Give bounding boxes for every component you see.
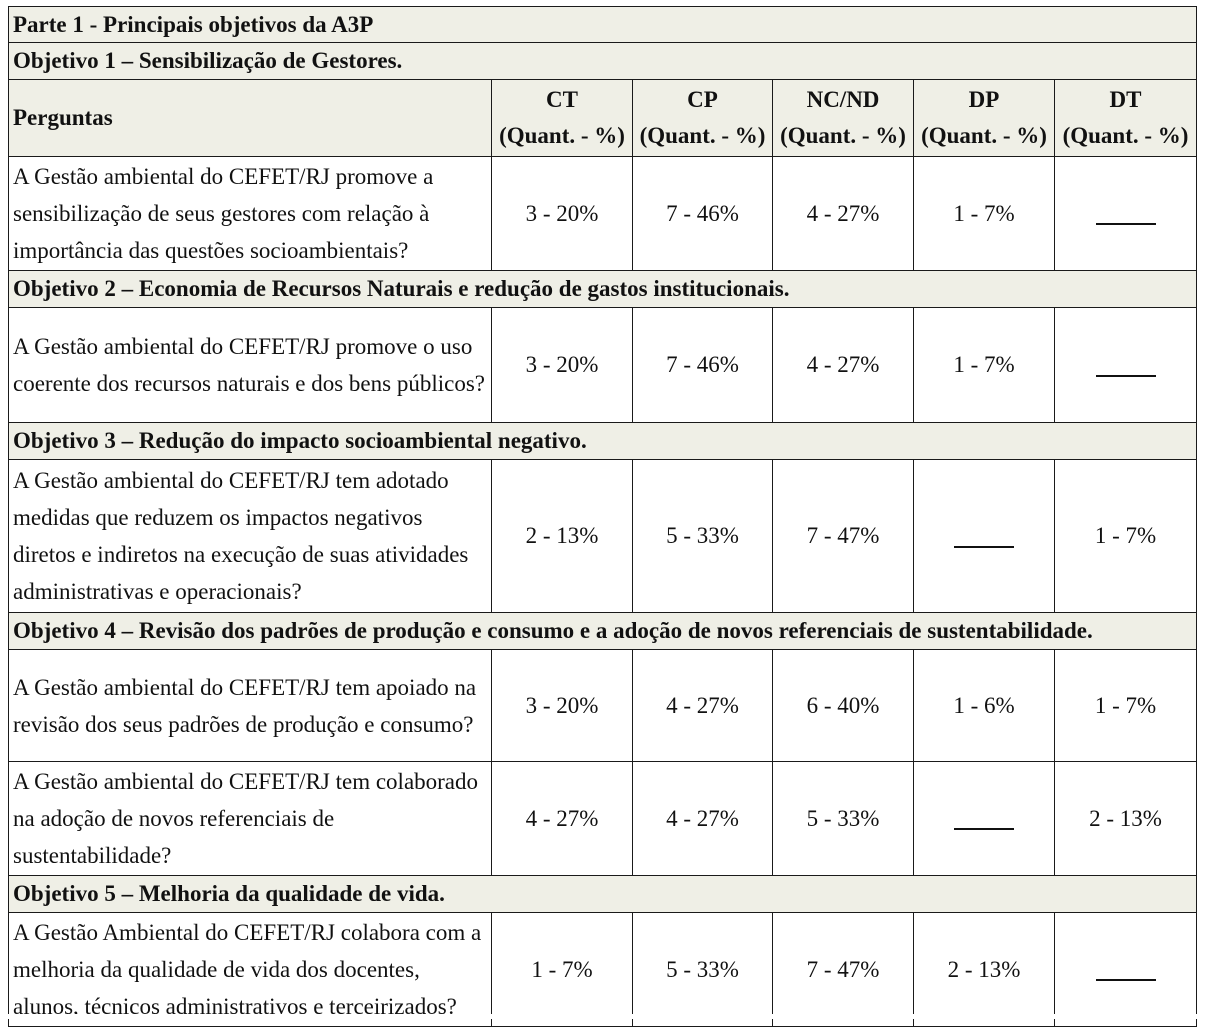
answer-cp: 4 - 27% — [632, 649, 773, 762]
answer-ncnd: 5 - 33% — [772, 761, 914, 876]
column-code-cp: CP — [687, 87, 718, 112]
column-header-dp: DP (Quant. - %) — [913, 79, 1055, 157]
column-header-row: Perguntas CT (Quant. - %) CP (Quant. - %… — [8, 79, 1198, 157]
empty-marker — [1095, 223, 1156, 226]
column-code-dt: DT — [1109, 87, 1142, 112]
answer-ct: 1 - 7% — [491, 912, 633, 1027]
empty-marker — [1095, 979, 1156, 982]
answer-ncnd: 4 - 27% — [772, 307, 914, 423]
column-header-ncnd: NC/ND (Quant. - %) — [772, 79, 914, 157]
objective-title-5: Objetivo 5 – Melhoria da qualidade de vi… — [7, 875, 1198, 913]
answer-empty-dt — [1053, 156, 1198, 271]
column-code-ct: CT — [546, 87, 578, 112]
questions-header: Perguntas — [8, 79, 492, 157]
part-title: Parte 1 - Principais objetivos da A3P — [7, 6, 1198, 43]
table-body: Parte 1 - Principais objetivos da A3P Ob… — [7, 6, 1198, 1027]
answer-cp: 7 - 46% — [632, 156, 773, 271]
part-title-row: Parte 1 - Principais objetivos da A3P — [7, 6, 1198, 43]
objective-row-1: Objetivo 1 – Sensibilização de Gestores. — [7, 42, 1198, 80]
objective-title-1: Objetivo 1 – Sensibilização de Gestores. — [7, 42, 1198, 80]
answer-cp: 7 - 46% — [632, 307, 773, 423]
objective-title-4: Objetivo 4 – Revisão dos padrões de prod… — [7, 612, 1198, 650]
column-sub-ct: (Quant. - %) — [499, 123, 625, 148]
empty-marker — [954, 545, 1014, 548]
objective-title-2: Objetivo 2 – Economia de Recursos Natura… — [7, 270, 1198, 308]
table-row: A Gestão ambiental do CEFET/RJ tem adota… — [8, 459, 1198, 613]
answer-empty-dt — [1053, 307, 1198, 423]
column-header-ct: CT (Quant. - %) — [491, 79, 633, 157]
column-header-cp: CP (Quant. - %) — [632, 79, 773, 157]
answer-empty-dt — [1053, 912, 1198, 1027]
answer-ct: 3 - 20% — [491, 307, 633, 423]
objective-title-3: Objetivo 3 – Redução do impacto socioamb… — [7, 422, 1198, 460]
column-sub-cp: (Quant. - %) — [639, 123, 766, 148]
table-row: A Gestão ambiental do CEFET/RJ promove o… — [8, 307, 1198, 423]
page-bottom-edge — [0, 1014, 1212, 1019]
answer-dp: 1 - 7% — [913, 307, 1055, 423]
objective-row-3: Objetivo 3 – Redução do impacto socioamb… — [7, 422, 1198, 460]
answer-ncnd: 4 - 27% — [772, 156, 914, 271]
answer-ct: 2 - 13% — [491, 459, 633, 613]
table-row: A Gestão Ambiental do CEFET/RJ colabora … — [8, 912, 1198, 1027]
empty-marker — [1095, 374, 1156, 377]
answer-cp: 5 - 33% — [632, 459, 773, 613]
question-text: A Gestão Ambiental do CEFET/RJ colabora … — [8, 912, 492, 1027]
question-text: A Gestão ambiental do CEFET/RJ promove o… — [8, 307, 492, 423]
question-text: A Gestão ambiental do CEFET/RJ tem apoia… — [8, 649, 492, 762]
objective-row-4: Objetivo 4 – Revisão dos padrões de prod… — [7, 612, 1198, 650]
answer-dt: 1 - 7% — [1053, 649, 1198, 762]
column-sub-dp: (Quant. - %) — [921, 123, 1047, 148]
answer-ncnd: 6 - 40% — [772, 649, 914, 762]
objectives-survey-table: Parte 1 - Principais objetivos da A3P Ob… — [7, 6, 1198, 1027]
answer-dt: 2 - 13% — [1053, 761, 1198, 876]
answer-dp: 1 - 7% — [913, 156, 1055, 271]
table-row: A Gestão ambiental do CEFET/RJ promove a… — [8, 156, 1198, 271]
column-sub-ncnd: (Quant. - %) — [780, 123, 906, 148]
table-row: A Gestão ambiental do CEFET/RJ tem colab… — [8, 761, 1198, 876]
question-text: A Gestão ambiental do CEFET/RJ promove a… — [8, 156, 492, 271]
table-row: A Gestão ambiental do CEFET/RJ tem apoia… — [8, 649, 1198, 762]
question-text: A Gestão ambiental do CEFET/RJ tem adota… — [8, 459, 492, 613]
column-header-dt: DT (Quant. - %) — [1053, 79, 1198, 157]
answer-empty-dp — [913, 761, 1055, 876]
column-sub-dt: (Quant. - %) — [1062, 123, 1189, 148]
objective-row-2: Objetivo 2 – Economia de Recursos Natura… — [7, 270, 1198, 308]
answer-ct: 3 - 20% — [491, 156, 633, 271]
answer-cp: 5 - 33% — [632, 912, 773, 1027]
answer-cp: 4 - 27% — [632, 761, 773, 876]
answer-empty-dp — [913, 459, 1055, 613]
answer-dp: 1 - 6% — [913, 649, 1055, 762]
answer-ct: 4 - 27% — [491, 761, 633, 876]
objective-row-5: Objetivo 5 – Melhoria da qualidade de vi… — [7, 875, 1198, 913]
question-text: A Gestão ambiental do CEFET/RJ tem colab… — [8, 761, 492, 876]
answer-ncnd: 7 - 47% — [772, 459, 914, 613]
empty-marker — [954, 828, 1014, 831]
answer-ct: 3 - 20% — [491, 649, 633, 762]
column-code-ncnd: NC/ND — [806, 87, 880, 112]
column-code-dp: DP — [968, 87, 1000, 112]
answer-dp: 2 - 13% — [913, 912, 1055, 1027]
answer-ncnd: 7 - 47% — [772, 912, 914, 1027]
answer-dt: 1 - 7% — [1053, 459, 1198, 613]
